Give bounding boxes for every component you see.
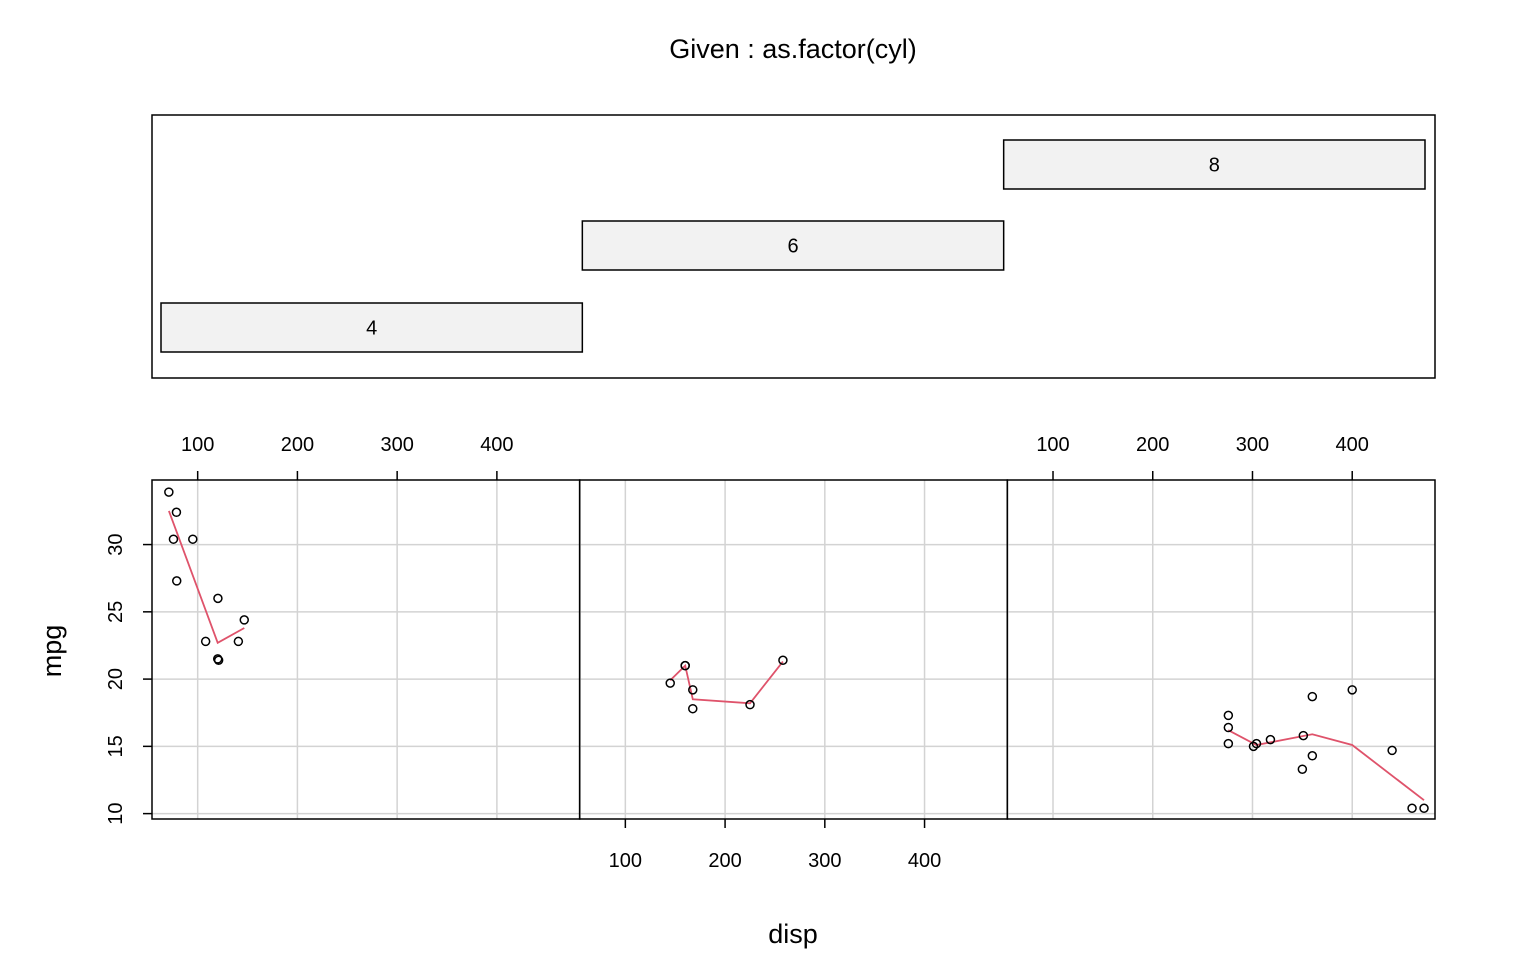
data-point	[171, 576, 182, 586]
given-bar-6	[581, 220, 1005, 271]
data-point	[1223, 722, 1234, 733]
data-point	[168, 534, 179, 544]
x-tick-label: 400	[480, 434, 513, 456]
given-bar-4	[160, 302, 584, 353]
y-axis-label: mpg	[37, 625, 67, 678]
x-tick-label: 400	[908, 850, 941, 872]
y-tick-label: 15	[105, 735, 127, 757]
given-bar-8	[1002, 139, 1426, 190]
smooth-line-cyl-8	[1227, 729, 1425, 801]
y-tick-label: 25	[105, 601, 127, 623]
panel-cyl-4	[151, 479, 581, 820]
y-tick-label: 30	[105, 533, 127, 555]
x-tick-label: 100	[1036, 434, 1069, 456]
data-point	[1297, 764, 1308, 774]
panel-frame	[578, 479, 1009, 820]
data-point	[1387, 745, 1397, 756]
panel-frame	[1006, 479, 1436, 820]
data-point	[1307, 751, 1318, 761]
data-point	[1298, 730, 1309, 741]
x-tick-label: 400	[1336, 434, 1369, 456]
given-bar-label-6: 6	[787, 236, 798, 258]
data-point	[239, 615, 250, 625]
given-bar-label-4: 4	[366, 318, 377, 340]
given-bars: 4 6 8	[160, 139, 1426, 353]
data-point	[1248, 741, 1259, 752]
data-point	[1419, 803, 1429, 813]
data-point	[665, 678, 675, 688]
data-point	[1407, 803, 1417, 813]
given-bar-label-8: 8	[1209, 155, 1220, 177]
data-point	[200, 636, 211, 647]
data-point	[680, 660, 690, 671]
x-tick-label: 300	[380, 434, 413, 456]
data-point	[688, 685, 698, 695]
x-tick-label: 200	[1136, 434, 1169, 456]
data-point	[688, 703, 698, 714]
x-tick-label: 200	[708, 850, 741, 872]
given-panel-frame	[151, 114, 1436, 379]
panel-cyl-8	[1006, 479, 1436, 820]
data-point	[213, 655, 224, 666]
y-tick-label: 10	[105, 802, 127, 824]
x-tick-label: 100	[609, 850, 642, 872]
axis-ticks: 100 200 300 400 100 200 300 400 100 200 300 400 10 15…	[105, 434, 1369, 872]
data-point	[188, 534, 198, 544]
x-axis-label: disp	[768, 919, 818, 949]
data-point	[213, 593, 223, 604]
x-tick-label: 300	[1236, 434, 1269, 456]
panel-cyl-6	[578, 479, 1009, 820]
data-point	[1251, 738, 1262, 749]
x-tick-label: 200	[281, 434, 314, 456]
scatter-panels	[151, 479, 1436, 820]
data-point	[164, 487, 174, 497]
data-point	[1347, 685, 1357, 695]
data-point	[1223, 710, 1234, 721]
data-point	[171, 507, 182, 518]
y-tick-label: 20	[105, 668, 127, 690]
data-point	[745, 699, 755, 710]
data-point	[1307, 691, 1318, 702]
x-tick-label: 300	[808, 850, 841, 872]
smooth-line-cyl-6	[669, 661, 784, 705]
data-point	[1223, 738, 1234, 749]
data-point	[233, 636, 244, 647]
smooth-line-cyl-4	[168, 510, 245, 645]
data-point	[778, 655, 788, 666]
data-point	[1265, 734, 1276, 745]
panel-frame	[151, 479, 581, 820]
x-tick-label: 100	[181, 434, 214, 456]
given-title: Given : as.factor(cyl)	[669, 34, 917, 64]
